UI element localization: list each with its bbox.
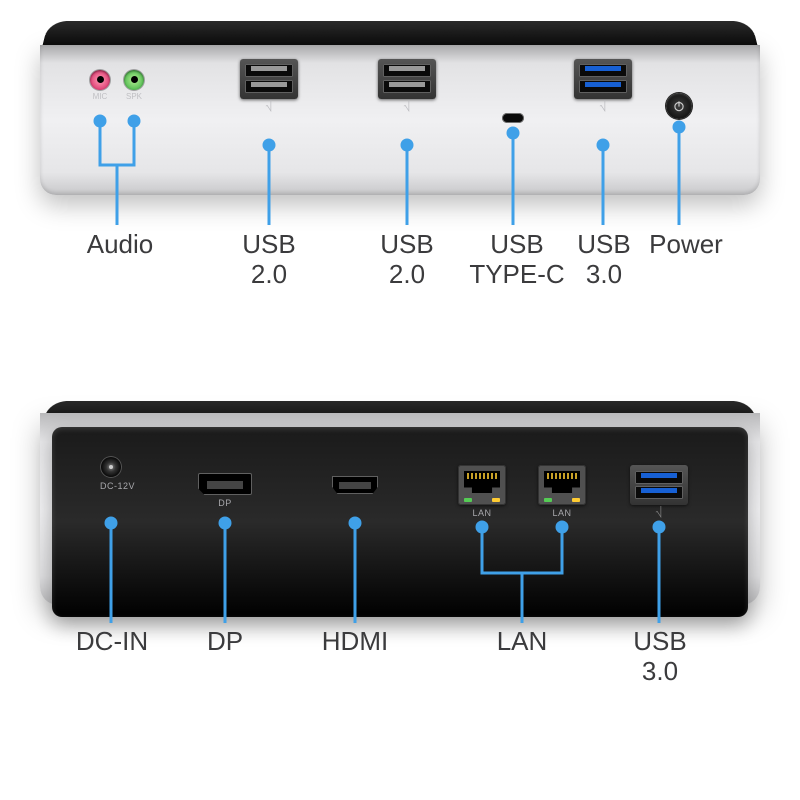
usb-c-port	[502, 113, 524, 123]
audio-jacks: MIC SPK	[90, 70, 144, 101]
power-button	[666, 93, 692, 119]
usb2-port	[383, 64, 431, 77]
label-usb3: USB 3.0	[564, 230, 644, 290]
dc-in-port: DC-12V	[100, 456, 135, 491]
label-audio: Audio	[70, 230, 170, 260]
label-usbc: USB TYPE-C	[462, 230, 572, 290]
dp-port: DP	[198, 473, 252, 508]
label-dcin: DC-IN	[62, 627, 162, 657]
usb2-stack-a: ⎷	[240, 59, 298, 112]
usb-icon: ⎷	[574, 101, 632, 112]
dc-sublabel: DC-12V	[100, 481, 135, 491]
usb2-port	[245, 64, 293, 77]
front-panel: MIC SPK ⎷ ⎷	[40, 15, 760, 195]
power-icon	[672, 99, 686, 113]
lan-sublabel: LAN	[538, 508, 586, 518]
label-dp: DP	[190, 627, 260, 657]
usb3-port	[579, 80, 627, 93]
dp-sublabel: DP	[198, 498, 252, 508]
usb3-port	[579, 64, 627, 77]
usb3-port	[635, 471, 683, 484]
device-rear: DC-12V DP LAN LAN	[40, 395, 760, 595]
usb3-stack-rear: ⎷	[630, 465, 688, 518]
label-lan: LAN	[482, 627, 562, 657]
lan-sublabel: LAN	[458, 508, 506, 518]
mic-sublabel: MIC	[93, 92, 108, 101]
usb2-stack-b: ⎷	[378, 59, 436, 112]
lan-port-1: LAN	[458, 465, 506, 518]
label-power: Power	[636, 230, 736, 260]
spk-jack	[124, 70, 144, 90]
usb3-port	[635, 486, 683, 499]
label-usb2b: USB 2.0	[362, 230, 452, 290]
hdmi-port	[332, 476, 378, 494]
usb2-port	[245, 80, 293, 93]
device-front: MIC SPK ⎷ ⎷	[40, 15, 760, 195]
usb3-stack: ⎷	[574, 59, 632, 112]
usb-icon: ⎷	[630, 507, 688, 518]
usb2-port	[383, 80, 431, 93]
usb-icon: ⎷	[378, 101, 436, 112]
spk-sublabel: SPK	[126, 92, 142, 101]
usb-icon: ⎷	[240, 101, 298, 112]
label-usb3r: USB 3.0	[620, 627, 700, 687]
lan-port-2: LAN	[538, 465, 586, 518]
rear-panel: DC-12V DP LAN LAN	[40, 395, 760, 595]
mic-jack	[90, 70, 110, 90]
label-usb2a: USB 2.0	[224, 230, 314, 290]
device-rear-face	[52, 427, 748, 617]
label-hdmi: HDMI	[310, 627, 400, 657]
